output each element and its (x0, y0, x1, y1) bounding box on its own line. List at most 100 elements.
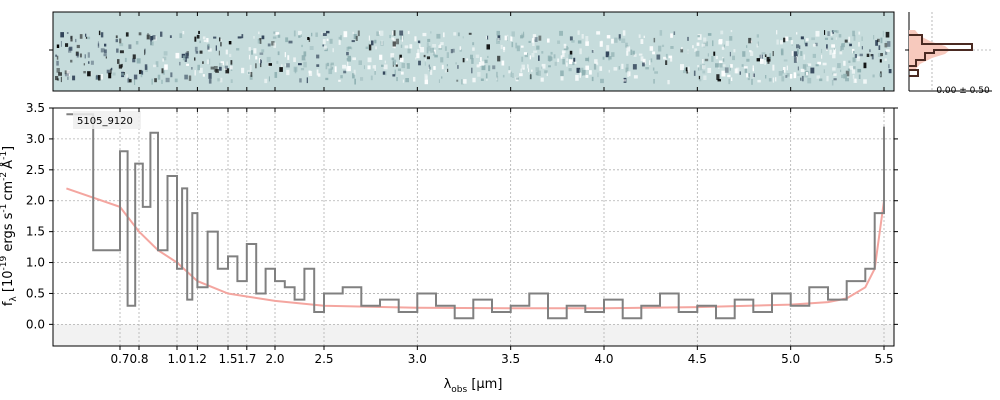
spectrum-2d-pixel (879, 59, 882, 63)
spectrum-2d-pixel (384, 60, 386, 64)
spectrum-2d-pixel (186, 63, 189, 66)
spectrum-2d-pixel (293, 66, 298, 72)
spectrum-2d-pixel (540, 77, 544, 82)
spectrum-2d-pixel (547, 38, 550, 43)
spectrum-2d-pixel (797, 49, 799, 55)
spectrum-2d-pixel (346, 46, 350, 51)
spectrum-2d-pixel (58, 72, 62, 76)
spectrum-2d-pixel (507, 34, 509, 41)
spectrum-2d-pixel (247, 71, 250, 74)
spectrum-2d-pixel (347, 61, 349, 67)
spectrum-2d-pixel (840, 45, 842, 52)
spectrum-2d-pixel (316, 64, 320, 67)
spectrum-2d-pixel (851, 68, 855, 74)
spectrum-2d-pixel (652, 67, 655, 71)
spectrum-2d-pixel (702, 65, 706, 69)
spectrum-2d-pixel (577, 30, 580, 35)
spectrum-2d-pixel (659, 30, 663, 36)
spectrum-2d-pixel (767, 59, 770, 64)
spectrum-2d-pixel (765, 75, 767, 79)
spectrum-2d-pixel (416, 53, 420, 59)
spectrum-2d-pixel (707, 33, 712, 36)
spectrum-2d-pixel (462, 58, 465, 63)
spectrum-2d-pixel (162, 58, 164, 62)
spectrum-2d-pixel (206, 38, 209, 43)
spectrum-2d-pixel (752, 68, 754, 72)
spectrum-2d-pixel (535, 67, 540, 72)
spectrum-2d-pixel (667, 80, 670, 85)
spectrum-2d-pixel (699, 79, 702, 82)
spectrum-2d-pixel (79, 34, 83, 39)
spectrum-2d-pixel (202, 36, 206, 40)
spectrum-2d-trace (55, 30, 892, 86)
spectrum-2d-pixel (104, 49, 107, 54)
spectrum-2d-pixel (768, 78, 772, 82)
spectrum-2d-pixel (272, 36, 277, 39)
spectrum-2d-pixel (861, 36, 863, 41)
spectrum-2d-pixel (485, 73, 488, 79)
spectrum-2d-pixel (271, 41, 275, 46)
spectrum-2d-pixel (772, 77, 775, 83)
spectrum-2d-pixel (419, 44, 421, 49)
spectrum-2d-pixel (560, 70, 564, 77)
spectrum-2d-pixel (259, 58, 261, 64)
spectrum-2d-pixel (365, 46, 369, 49)
spectrum-2d-pixel (857, 56, 861, 59)
spectrum-2d-pixel (273, 42, 276, 48)
spectrum-2d-pixel (519, 73, 523, 77)
spectrum-2d-pixel (703, 37, 707, 43)
spectrum-2d-pixel (324, 48, 328, 52)
spectrum-2d-pixel (323, 45, 327, 50)
spectrum-2d-pixel (230, 60, 233, 65)
spectrum-2d-pixel (576, 67, 581, 73)
spectrum-2d-pixel (321, 32, 323, 35)
spectrum-2d-pixel (298, 63, 302, 66)
spectrum-2d-pixel (306, 77, 308, 84)
spectrum-2d-pixel (444, 69, 447, 73)
spectrum-2d-pixel (547, 55, 552, 61)
spectrum-2d-pixel (833, 73, 837, 76)
spectrum-2d-pixel (280, 64, 283, 69)
spectrum-2d-pixel (374, 69, 376, 75)
spectrum-2d-pixel (367, 57, 372, 63)
spectrum-2d-pixel (724, 67, 729, 73)
spectrum-2d-pixel (833, 48, 835, 51)
spectrum-2d-pixel (859, 53, 863, 57)
spectrum-2d-pixel (538, 35, 542, 41)
spectrum-2d-pixel (199, 40, 201, 44)
spectrum-2d-pixel (741, 64, 744, 67)
spectrum-2d-pixel (351, 40, 355, 43)
spectrum-2d-pixel (391, 37, 395, 40)
y-tick-label: 2.0 (26, 194, 45, 208)
spectrum-2d-pixel (681, 47, 683, 50)
spectrum-2d-pixel (778, 71, 783, 76)
spectrum-2d-pixel (812, 43, 816, 47)
spectrum-2d-pixel (225, 49, 228, 55)
spectrum-2d-pixel (476, 64, 480, 68)
spectrum-2d-pixel (404, 45, 409, 49)
spectrum-2d-pixel (670, 57, 673, 62)
spectrum-2d-pixel (434, 54, 438, 58)
spectrum-2d-pixel (286, 69, 290, 76)
spectrum-2d-pixel (103, 53, 107, 57)
y-axis-label-unit-exp2: -2 (0, 172, 9, 181)
spectrum-2d-pixel (597, 72, 599, 78)
spectrum-2d-pixel (97, 43, 100, 48)
spectrum-2d-pixel (276, 60, 279, 64)
spectrum-2d-pixel (406, 63, 410, 69)
spectrum-2d-pixel (554, 61, 557, 66)
spectrum-2d-pixel (537, 70, 541, 76)
spectrum-2d-pixel (815, 42, 818, 47)
spectrum-2d-pixel (858, 42, 860, 47)
spectrum-2d-pixel (266, 56, 271, 63)
spectrum-2d-pixel (390, 53, 395, 58)
spectrum-2d-pixel (317, 73, 321, 77)
spectrum-2d-pixel (716, 74, 720, 80)
spectrum-2d-pixel (300, 34, 302, 37)
spectrum-2d-pixel (357, 30, 360, 37)
spectrum-2d-pixel (621, 63, 624, 69)
spectrum-2d-pixel (472, 77, 476, 83)
spectrum-2d-pixel (338, 79, 341, 82)
spectrum-2d-pixel (315, 32, 318, 37)
spectrum-2d-pixel (134, 79, 136, 85)
